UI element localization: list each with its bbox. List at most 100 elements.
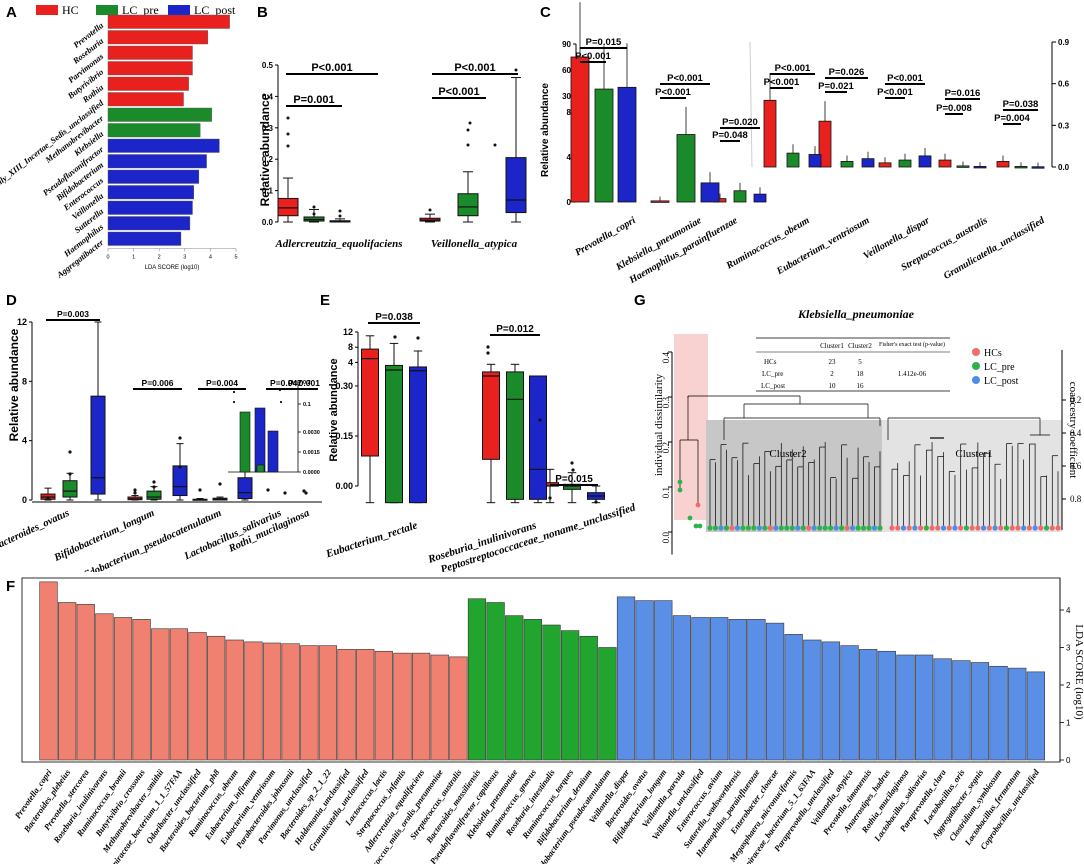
g-title: Klebsiella_pneumoniae	[797, 307, 915, 321]
c-p4-1-pvalue: P=0.021	[818, 81, 854, 92]
e-box	[529, 375, 547, 500]
b-outlier	[466, 128, 470, 132]
b-p3-pvalue: P<0.001	[438, 86, 479, 98]
e-box	[385, 364, 403, 504]
d-y-tick-label: 0	[22, 495, 27, 505]
d-p4-pvalue: P=0.001	[288, 378, 320, 388]
f-bar	[952, 660, 971, 761]
g-legend-hc-label: HCs	[984, 348, 1002, 359]
g-leaf	[778, 525, 784, 531]
f-bar	[374, 650, 393, 761]
d-box	[62, 480, 78, 498]
f-bar	[281, 643, 300, 761]
d-box	[172, 465, 188, 497]
g-shade-cluster2	[706, 420, 882, 532]
f-bar	[840, 645, 859, 761]
b-outlier	[338, 214, 342, 218]
f-bar	[914, 654, 934, 761]
a-bar	[107, 14, 230, 29]
d-outlier	[178, 465, 182, 469]
c-p3-0-pvalue: P<0.001	[775, 63, 811, 74]
d-p1-pvalue: P=0.006	[142, 378, 174, 388]
g-leaf	[906, 525, 912, 531]
d-inset-bar	[239, 411, 251, 473]
g-leaf	[929, 525, 935, 531]
f-bar	[579, 635, 598, 761]
g-leaf	[1003, 525, 1010, 531]
g-left-tick-label: 0.3	[661, 397, 671, 409]
g-leaf	[839, 525, 845, 531]
a-x-tick-label: 3	[183, 255, 186, 261]
g-leaf	[871, 525, 878, 531]
c-y-left-tick-label: 4	[567, 153, 572, 162]
c-p0-0-pvalue: P=0.015	[586, 37, 622, 48]
f-bar	[393, 652, 412, 761]
d-outlier	[198, 488, 202, 492]
c-bar	[973, 166, 987, 169]
g-cluster2-label: Cluster2	[769, 448, 806, 460]
f-bar	[430, 654, 449, 761]
d-inset-outlier	[279, 400, 283, 404]
g-leaf	[817, 525, 823, 531]
c-category-label: Prevotella_copri	[573, 215, 637, 259]
g-leaf	[697, 523, 703, 529]
c-p3-1-pvalue: P<0.001	[764, 77, 800, 88]
c-p2-1-pvalue: P=0.048	[712, 130, 748, 141]
g-leaf	[912, 525, 918, 531]
a-bar	[107, 107, 212, 122]
f-bar	[188, 632, 207, 761]
f-bar	[58, 602, 77, 761]
e-box	[506, 371, 524, 500]
g-leaf	[1043, 525, 1050, 531]
e-y-tick-label: 8	[348, 342, 353, 352]
f-bar	[523, 619, 542, 761]
e-y-tick-label: 0.15	[335, 431, 353, 441]
d-outlier	[68, 450, 72, 454]
f-right-tick-label: 3	[1066, 644, 1071, 653]
c-y-left-tick-label: 0	[567, 198, 572, 207]
g-leaf	[935, 525, 941, 531]
g-leaf	[833, 525, 839, 531]
f-bar	[318, 645, 338, 761]
c-ylabel: Relative abundance	[540, 83, 551, 177]
c-bar	[594, 88, 614, 203]
g-table-r0c0: HCs	[764, 358, 777, 366]
c-bar	[786, 152, 800, 168]
a-bar	[107, 154, 207, 169]
g-leaf	[940, 525, 947, 531]
g-left-tick-label: 0.1	[661, 487, 671, 498]
b-y-tick-label: 0.5	[262, 61, 274, 70]
g-leaf	[707, 525, 713, 531]
g-table-r2c1: 10	[829, 382, 837, 390]
g-right-tick-label: 0.8	[1070, 494, 1082, 504]
panel-a-chart: HC LC_pre LC_post PrevotellaRoseburiaPar…	[0, 3, 238, 280]
g-legend-post-label: LC_post	[984, 376, 1019, 387]
f-right-tick-label: 2	[1066, 681, 1071, 690]
c-bar	[878, 162, 892, 168]
g-leaf	[1049, 525, 1055, 531]
panel-letter-g: G	[634, 292, 646, 309]
a-bar	[107, 200, 193, 215]
b-outlier	[312, 212, 316, 216]
a-x-tick-label: 5	[234, 255, 237, 261]
c-bar	[861, 158, 875, 168]
d-p3-pvalue: P=0.047	[270, 378, 302, 388]
g-leaf	[969, 525, 975, 531]
g-leaf	[844, 525, 850, 531]
g-leaf	[1015, 525, 1021, 531]
f-right-tick-label: 1	[1066, 719, 1071, 728]
d-box	[90, 395, 106, 495]
f-bar	[896, 654, 915, 761]
g-leaf	[952, 525, 958, 531]
g-leaf	[822, 525, 828, 531]
f-bar	[654, 600, 673, 761]
g-leaf	[980, 525, 987, 531]
b-outlier	[466, 143, 470, 147]
e-y-tick-label: 0.30	[335, 381, 353, 391]
g-leaf	[860, 525, 867, 531]
g-leaf	[677, 487, 683, 493]
g-leaf	[889, 525, 895, 531]
b-y-tick-label: 0.2	[262, 155, 274, 164]
g-table-r2c2: 16	[857, 382, 865, 390]
b-category-label: Adlercreutzia_equolifaciens	[274, 238, 402, 250]
